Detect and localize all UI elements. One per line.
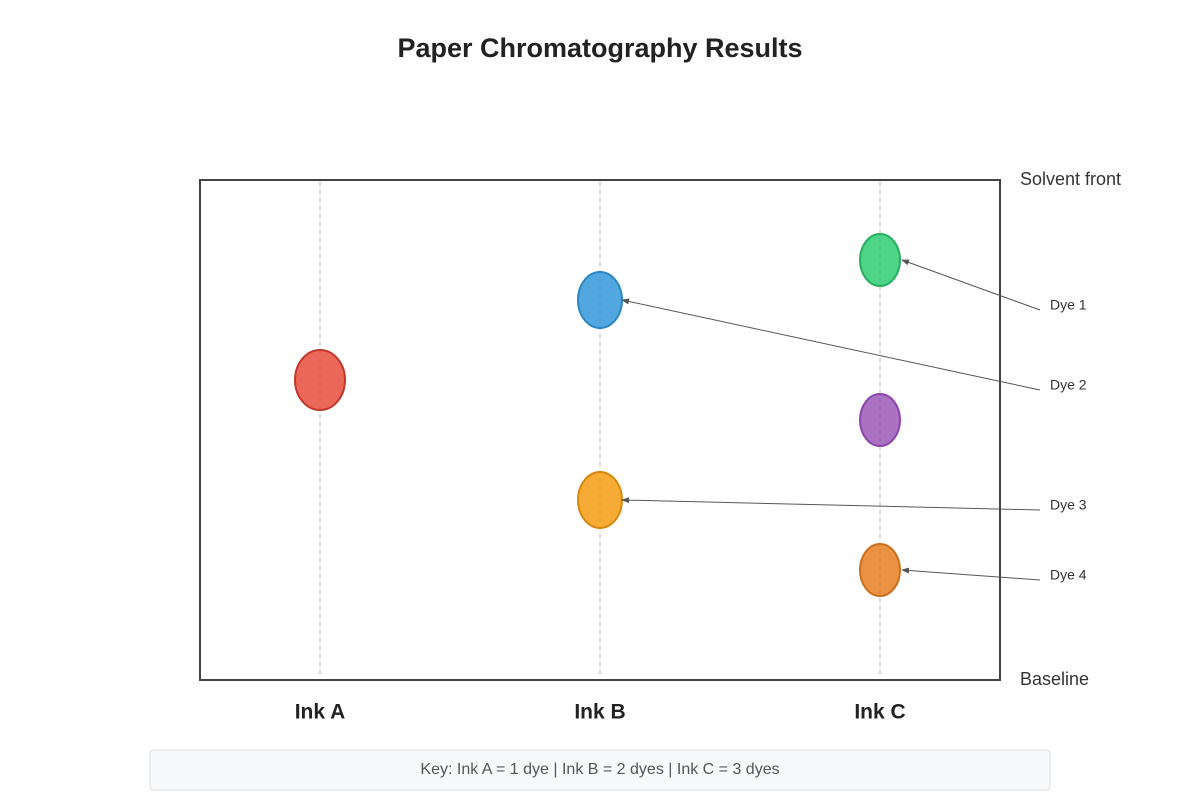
dye-label: Dye 4 — [1050, 567, 1087, 583]
spot — [859, 393, 901, 447]
lane-label: Ink C — [854, 701, 905, 724]
dye-label: Dye 1 — [1050, 297, 1087, 313]
solvent-front-label: Solvent front — [1020, 169, 1121, 189]
key-text: Key: Ink A = 1 dye | Ink B = 2 dyes | In… — [420, 761, 779, 778]
spot — [577, 271, 623, 329]
spot — [859, 233, 901, 287]
arrow — [901, 567, 1041, 581]
key-box — [149, 749, 1051, 791]
baseline-label: Baseline — [1020, 669, 1089, 689]
lane-label: Ink A — [295, 701, 346, 724]
spot — [859, 543, 901, 597]
spot — [294, 349, 346, 411]
dye-label: Dye 2 — [1050, 377, 1087, 393]
dye-label: Dye 3 — [1050, 497, 1087, 513]
arrow — [901, 259, 1041, 311]
spot — [577, 471, 623, 529]
title: Paper Chromatography Results — [397, 33, 802, 63]
arrow — [621, 298, 1041, 391]
lane-label: Ink B — [574, 701, 625, 724]
arrow — [621, 497, 1041, 511]
